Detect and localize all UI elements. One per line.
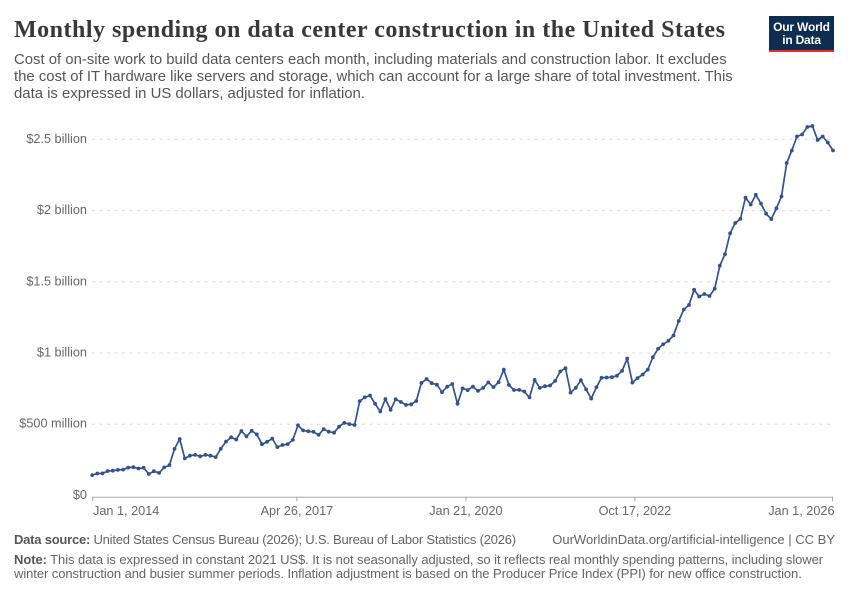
svg-text:$2 billion: $2 billion xyxy=(37,203,87,217)
svg-text:$500 million: $500 million xyxy=(19,417,87,431)
svg-text:Apr 26, 2017: Apr 26, 2017 xyxy=(261,504,334,518)
svg-text:Jan 1, 2026: Jan 1, 2026 xyxy=(768,504,834,518)
svg-text:$0: $0 xyxy=(73,488,87,502)
svg-text:Jan 21, 2020: Jan 21, 2020 xyxy=(429,504,502,518)
svg-text:$2.5 billion: $2.5 billion xyxy=(26,132,87,146)
svg-text:Oct 17, 2022: Oct 17, 2022 xyxy=(599,504,672,518)
svg-text:$1 billion: $1 billion xyxy=(37,346,87,360)
svg-text:Jan 1, 2014: Jan 1, 2014 xyxy=(93,504,159,518)
svg-text:$1.5 billion: $1.5 billion xyxy=(26,274,87,288)
